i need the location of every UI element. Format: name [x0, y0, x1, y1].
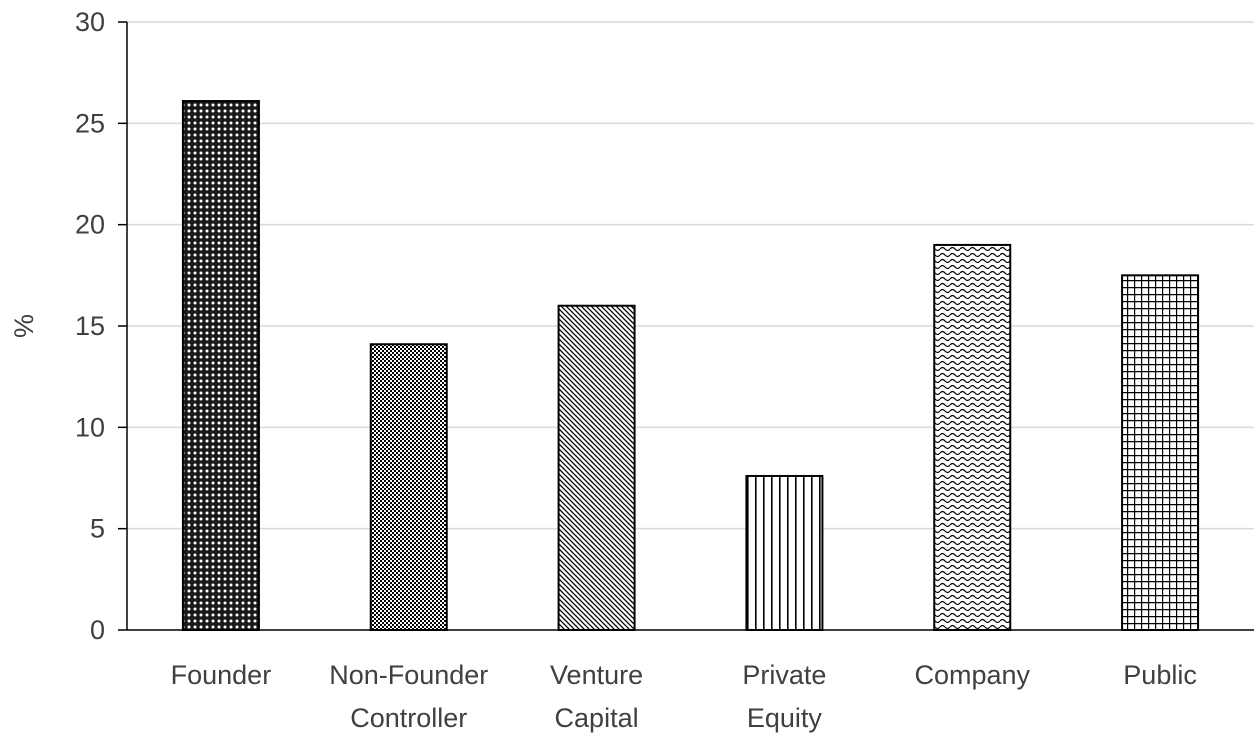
x-category-label: Controller	[350, 703, 467, 733]
gridlines	[127, 21, 1254, 530]
y-axis-title: %	[9, 314, 39, 338]
y-tick-label: 10	[75, 412, 105, 442]
y-tick-label: 5	[90, 514, 105, 544]
y-tick-label: 30	[75, 7, 105, 37]
bar	[745, 474, 824, 631]
y-tick-label: 25	[75, 108, 105, 138]
x-category-label: Private	[742, 660, 826, 690]
x-category-label: Equity	[747, 703, 823, 733]
y-tick-label: 0	[90, 615, 105, 645]
bar	[369, 343, 448, 631]
y-tick-label: 20	[75, 210, 105, 240]
bar	[933, 243, 1012, 632]
x-category-label: Venture	[550, 660, 643, 690]
x-category-label: Company	[914, 660, 1030, 690]
y-tick-label: 15	[75, 311, 105, 341]
y-tick-labels: 0 5 10 15 20 25 30	[75, 7, 127, 645]
bars	[181, 100, 1200, 632]
bar	[181, 100, 260, 632]
x-category-label: Non-Founder	[329, 660, 488, 690]
x-category-label: Capital	[555, 703, 639, 733]
bar	[1121, 274, 1200, 631]
bar	[557, 304, 636, 631]
x-category-label: Public	[1123, 660, 1197, 690]
x-category-label: Founder	[171, 660, 272, 690]
x-category-labels: Founder Non-Founder Controller Venture Capit…	[171, 660, 1197, 733]
